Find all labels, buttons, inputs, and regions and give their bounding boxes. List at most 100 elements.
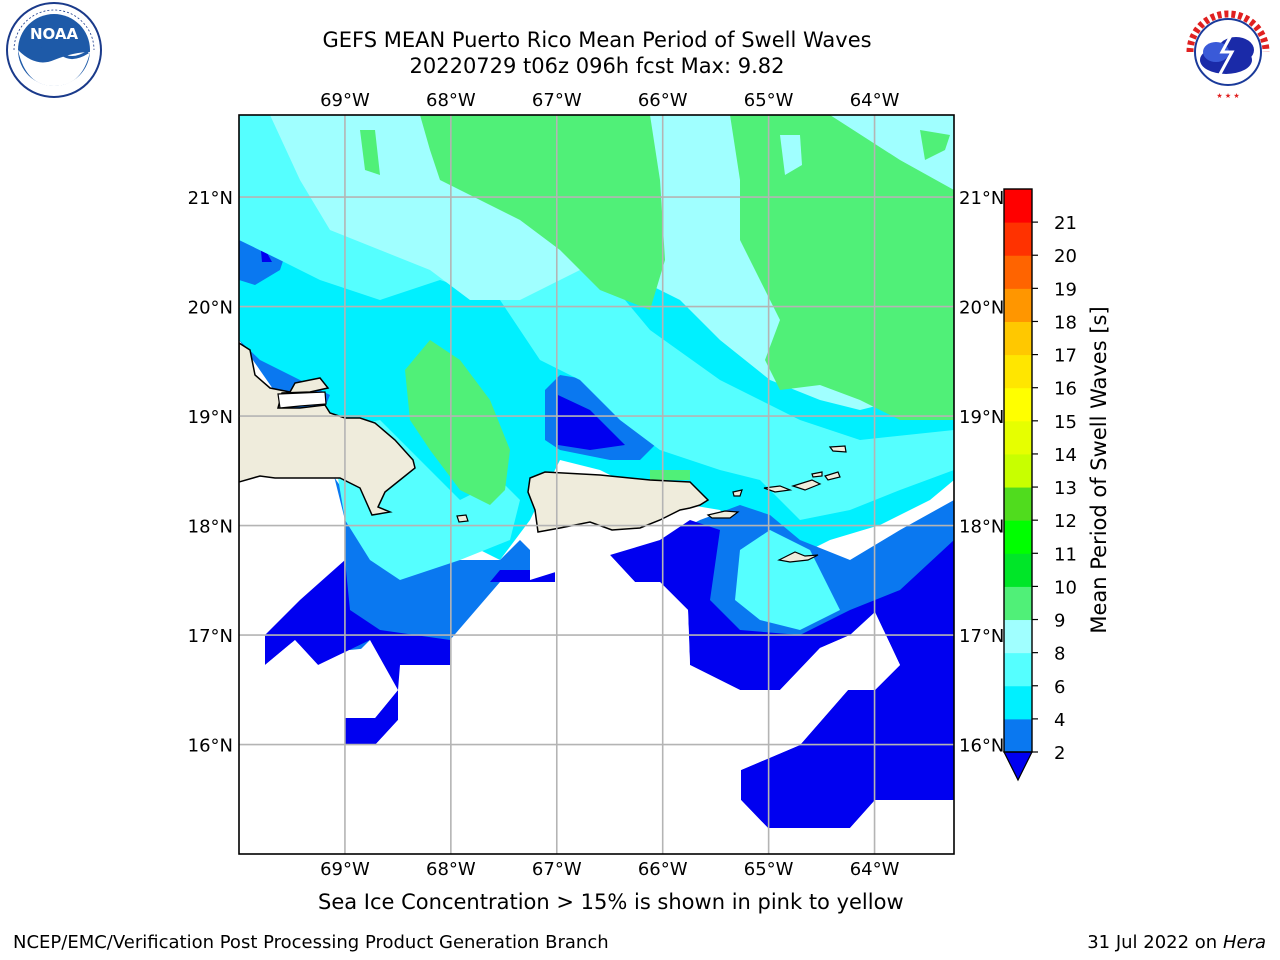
- longitude-tick-label: 65°W: [744, 90, 794, 111]
- colorbar-segment: [1004, 288, 1032, 322]
- longitude-tick-label: 67°W: [532, 859, 582, 880]
- latitude-tick-label: 16°N: [188, 736, 233, 757]
- colorbar-tick-label: 18: [1054, 312, 1077, 333]
- colorbar-segment: [1004, 685, 1032, 720]
- culebra-island: [732, 489, 743, 497]
- longitude-tick-label: 69°W: [320, 859, 370, 880]
- map-frame: [238, 114, 955, 855]
- contour-band-under-2-d: [558, 395, 625, 450]
- contour-band-9-10-d: [360, 130, 380, 175]
- longitude-tick-label: 65°W: [744, 859, 794, 880]
- colorbar-tick-label: 10: [1054, 577, 1077, 598]
- longitude-tick-label: 66°W: [638, 859, 688, 880]
- colorbar-under-arrow: [1003, 751, 1033, 782]
- colorbar-segment: [1004, 487, 1032, 521]
- latitude-tick-label: 20°N: [959, 298, 1004, 319]
- colorbar-segment: [1004, 321, 1032, 356]
- colorbar-tick-label: 20: [1054, 246, 1077, 267]
- latitude-tick-label: 18°N: [188, 517, 233, 538]
- colorbar-tick-label: 13: [1054, 478, 1077, 499]
- latitude-tick-label: 21°N: [959, 188, 1004, 209]
- longitude-tick-label: 67°W: [532, 90, 582, 111]
- colorbar-label: Mean Period of Swell Waves [s]: [1087, 306, 1111, 633]
- missing-data-s: [239, 545, 900, 854]
- longitude-tick-label: 64°W: [850, 90, 900, 111]
- colorbar-segment: [1004, 520, 1032, 554]
- svg-text:★ ★ ★: ★ ★ ★: [1216, 92, 1239, 100]
- chart-subtitle: 20220729 t06z 096h fcst Max: 9.82: [409, 54, 785, 78]
- longitude-tick-label: 68°W: [426, 90, 476, 111]
- colorbar-tick-label: 14: [1054, 445, 1077, 466]
- colorbar-tick-label: 17: [1054, 346, 1077, 367]
- latitude-tick-label: 17°N: [959, 626, 1004, 647]
- sea-ice-caption: Sea Ice Concentration > 15% is shown in …: [318, 890, 904, 914]
- latitude-tick-label: 20°N: [188, 298, 233, 319]
- colorbar-tick-label: 12: [1054, 511, 1077, 532]
- colorbar: 2 4 6 8 9 10 11 12 13 14 15 16 17 18 19 20 21: [1003, 188, 1077, 782]
- colorbar-tick-label: 8: [1054, 644, 1065, 665]
- longitude-tick-label: 69°W: [320, 90, 370, 111]
- contour-band-9-10-f: [650, 470, 690, 480]
- contour-band-9-10-c: [405, 340, 510, 505]
- latitude-labels-right: 21°N 20°N 19°N 18°N 17°N 16°N: [959, 188, 1004, 756]
- colorbar-segment: [1004, 387, 1032, 422]
- contour-band-9-10-b: [730, 115, 954, 420]
- colorbar-tick-label: 9: [1054, 611, 1065, 632]
- colorbar-tick-label: 6: [1054, 677, 1065, 698]
- colorbar-segment: [1004, 652, 1032, 687]
- colorbar-frame: [1003, 188, 1033, 753]
- latitude-tick-label: 19°N: [188, 407, 233, 428]
- mona-island: [456, 514, 469, 523]
- footer-right: 31 Jul 2022 on Hera: [1087, 932, 1266, 953]
- longitude-tick-label: 66°W: [638, 90, 688, 111]
- anegada-island: [828, 445, 847, 453]
- colorbar-segment: [1004, 619, 1032, 654]
- contour-band-6-8-c: [735, 530, 840, 630]
- hispaniola-north-coast: [277, 391, 327, 409]
- latitude-tick-label: 17°N: [188, 626, 233, 647]
- contour-band-under-2-c: [610, 520, 954, 828]
- colorbar-segment: [1004, 586, 1032, 621]
- latitude-tick-label: 19°N: [959, 407, 1004, 428]
- hispaniola-land: [239, 342, 416, 516]
- noaa-logo-icon: NOAA: [6, 2, 102, 98]
- colorbar-tick-label: 19: [1054, 279, 1077, 300]
- missing-data-se: [768, 800, 954, 854]
- latitude-tick-label: 18°N: [959, 517, 1004, 538]
- colorbar-segment: [1004, 718, 1032, 753]
- noaa-logo-text: NOAA: [30, 25, 79, 43]
- footer-left: NCEP/EMC/Verification Post Processing Pr…: [13, 932, 609, 953]
- colorbar-segment: [1004, 354, 1032, 389]
- colorbar-tick-label: 15: [1054, 412, 1077, 433]
- longitude-labels-bottom: 69°W 68°W 67°W 66°W 65°W 64°W: [320, 859, 900, 880]
- colorbar-segment: [1004, 222, 1032, 256]
- virgin-islands-2: [791, 479, 822, 491]
- chart-title: GEFS MEAN Puerto Rico Mean Period of Swe…: [322, 28, 872, 52]
- colorbar-segment: [1004, 255, 1032, 289]
- colorbar-tick-label: 2: [1054, 743, 1065, 764]
- colorbar-segment: [1004, 189, 1032, 223]
- contour-band-under-2-f: [345, 690, 398, 745]
- latitude-tick-label: 16°N: [959, 736, 1004, 757]
- colorbar-segment: [1004, 553, 1032, 587]
- virgin-islands-1: [763, 485, 793, 493]
- longitude-labels-top: 69°W 68°W 67°W 66°W 65°W 64°W: [320, 90, 900, 111]
- missing-data-sw: [239, 520, 345, 665]
- colorbar-tick-label: 16: [1054, 379, 1077, 400]
- longitude-tick-label: 68°W: [426, 859, 476, 880]
- tortola-island: [811, 471, 823, 478]
- colorbar-tick-label: 4: [1054, 710, 1065, 731]
- contour-pocket-8-9: [780, 135, 802, 175]
- longitude-tick-label: 64°W: [850, 859, 900, 880]
- nws-logo-icon: ★ ★ ★: [1182, 6, 1274, 100]
- map-gridlines: [239, 115, 954, 854]
- contour-band-9-10: [420, 115, 665, 310]
- contour-band-under-2: [265, 560, 450, 690]
- colorbar-segment: [1004, 453, 1032, 488]
- footer-date: 31 Jul 2022 on: [1087, 932, 1223, 953]
- latitude-tick-label: 21°N: [188, 188, 233, 209]
- colorbar-tick-label: 11: [1054, 544, 1077, 565]
- latitude-labels-left: 21°N 20°N 19°N 18°N 17°N 16°N: [188, 188, 233, 756]
- contour-band-9-10-e: [920, 130, 950, 160]
- virgin-islands-3: [824, 471, 841, 481]
